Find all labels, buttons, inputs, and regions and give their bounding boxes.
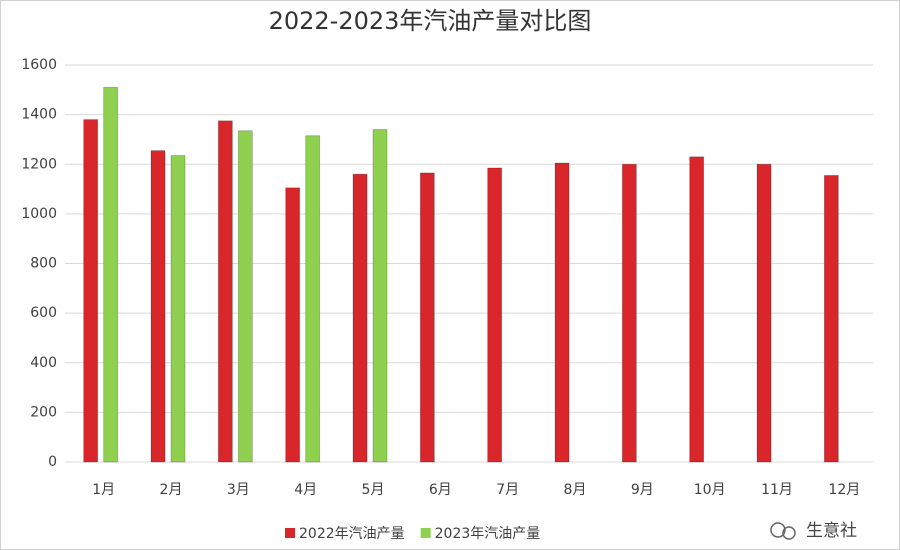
watermark-icon [782,526,796,540]
legend-label: 2023年汽油产量 [435,526,541,542]
x-tick-label: 12月 [828,482,860,498]
x-tick-label: 11月 [761,482,793,498]
bar [217,120,233,463]
bar [756,163,772,463]
bar [689,156,705,463]
x-tick-label: 6月 [429,482,452,498]
x-tick-label: 8月 [564,482,587,498]
y-tick-label: 600 [30,305,57,321]
bar [150,150,166,463]
bar [487,167,503,463]
y-tick-label: 1200 [21,156,57,172]
x-tick-label: 9月 [631,482,654,498]
y-tick-label: 800 [30,256,57,272]
y-tick-label: 0 [48,454,57,470]
bar [823,175,839,463]
x-tick-label: 4月 [294,482,317,498]
bar [372,129,388,463]
x-tick-label: 5月 [362,482,385,498]
y-tick-label: 400 [30,355,57,371]
legend-swatch [420,528,431,538]
bar [554,162,570,463]
x-tick-label: 1月 [92,482,115,498]
legend-label: 2022年汽油产量 [299,526,405,542]
y-tick-label: 1600 [21,57,57,73]
watermark-text: 生意社 [806,521,857,541]
y-tick-label: 1400 [21,107,57,123]
watermark: 生意社 [770,521,857,541]
x-tick-label: 10月 [694,482,726,498]
legend-swatch [285,528,295,538]
x-tick-label: 3月 [227,482,250,498]
bar [170,155,186,463]
bar [83,119,99,463]
bar [237,130,253,463]
bar [621,163,637,463]
y-tick-label: 1000 [21,206,57,222]
bar [352,173,368,463]
bar [305,135,321,463]
bar [103,86,119,463]
chart-title: 2022-2023年汽油产量对比图 [269,7,592,35]
watermark-icon [770,522,786,538]
x-tick-label: 7月 [496,482,519,498]
y-tick-label: 200 [30,404,57,420]
x-tick-label: 2月 [160,482,183,498]
bar [285,187,301,463]
bar [419,172,435,463]
